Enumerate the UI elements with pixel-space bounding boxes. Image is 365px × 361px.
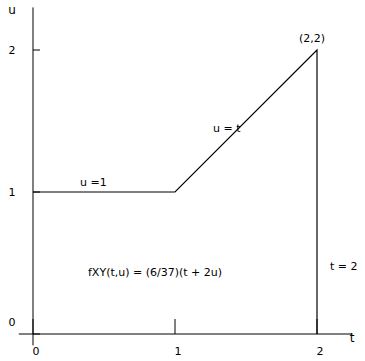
chart-root: 0 1 2 0 1 2 u t u =1 u = t (2,2) t = 2 fXY(t,u) = (6… [0, 0, 365, 361]
y-tick-label: 0 [9, 316, 16, 329]
x-axis-label: t [350, 331, 355, 345]
background [0, 0, 365, 361]
x-tick-label: 2 [317, 345, 324, 358]
y-tick-label: 2 [9, 44, 16, 57]
y-tick [33, 50, 40, 51]
x-tick-label: 0 [33, 345, 40, 358]
x-axis [19, 334, 353, 335]
chart: 0 1 2 0 1 2 u t u =1 u = t (2,2) t = 2 fXY(t,u) = (6… [0, 0, 365, 361]
y-tick [33, 334, 40, 335]
annotation: u = t [213, 122, 241, 135]
annotation: fXY(t,u) = (6/37)(t + 2u) [88, 266, 222, 279]
annotation: (2,2) [299, 32, 325, 45]
x-tick-label: 1 [175, 345, 182, 358]
x-tick [175, 319, 176, 334]
plot-area [33, 50, 317, 334]
y-axis [33, 7, 34, 345]
annotation: t = 2 [330, 260, 358, 273]
y-tick-label: 1 [9, 186, 16, 199]
y-axis-label: u [8, 3, 16, 17]
boundary-line [33, 50, 317, 334]
x-tick [33, 319, 34, 334]
annotation: u =1 [80, 176, 107, 189]
